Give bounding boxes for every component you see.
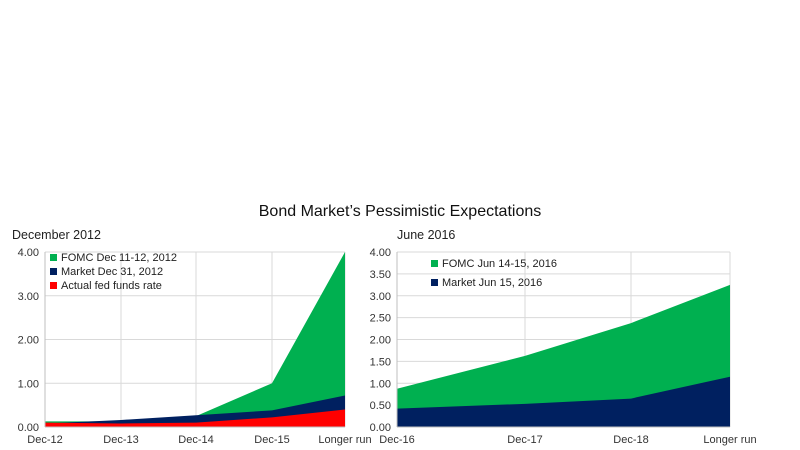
x-tick-label: Dec-15 [254, 434, 289, 446]
legend-swatch [50, 254, 57, 261]
y-tick-label: 2.50 [370, 313, 391, 325]
y-tick-label: 0.00 [18, 422, 39, 434]
legend-label: Market Dec 31, 2012 [61, 266, 163, 278]
y-tick-label: 0.00 [370, 422, 391, 434]
area-series-2 [397, 376, 730, 427]
y-tick-label: 2.00 [18, 335, 39, 347]
legend-swatch [50, 282, 57, 289]
y-tick-label: 1.00 [370, 378, 391, 390]
chart-2: 0.00 0.50 1.00 1.50 2.00 2.50 3.00 3.50 4.00 Dec-… [370, 247, 757, 446]
y-tick-label: 1.00 [18, 378, 39, 390]
area-series-1 [397, 284, 730, 427]
y-tick-label: 3.00 [370, 291, 391, 303]
x-tick-label: Dec-12 [27, 434, 62, 446]
legend-label: FOMC Jun 14-15, 2016 [442, 258, 557, 270]
chart-1: 0.00 1.00 2.00 3.00 4.00 Dec-12 Dec-13 Dec-14 De… [18, 247, 372, 446]
y-tick-label: 3.00 [18, 291, 39, 303]
left-panel-title: December 2012 [12, 228, 101, 242]
legend-label: FOMC Dec 11-12, 2012 [61, 252, 177, 264]
x-tick-label: Dec-18 [613, 434, 648, 446]
y-tick-label: 2.00 [370, 335, 391, 347]
y-tick-label: 4.00 [18, 247, 39, 259]
legend-swatch [431, 279, 438, 286]
area-series-3 [45, 409, 345, 427]
legend-label: Actual fed funds rate [61, 280, 162, 292]
legend-swatch [431, 260, 438, 267]
right-panel-title: June 2016 [397, 228, 456, 242]
y-tick-label: 1.50 [370, 356, 391, 368]
y-tick-label: 3.50 [370, 269, 391, 281]
legend-swatch [50, 268, 57, 275]
x-tick-label: Longer run [703, 434, 756, 446]
legend-label: Market Jun 15, 2016 [442, 277, 542, 289]
x-tick-label: Dec-13 [103, 434, 138, 446]
x-tick-label: Longer run [318, 434, 371, 446]
x-tick-label: Dec-17 [507, 434, 542, 446]
y-tick-label: 0.50 [370, 400, 391, 412]
x-tick-label: Dec-16 [379, 434, 414, 446]
x-tick-label: Dec-14 [178, 434, 213, 446]
chart-title: Bond Market’s Pessimistic Expectations [258, 203, 542, 220]
y-tick-label: 4.00 [370, 247, 391, 259]
